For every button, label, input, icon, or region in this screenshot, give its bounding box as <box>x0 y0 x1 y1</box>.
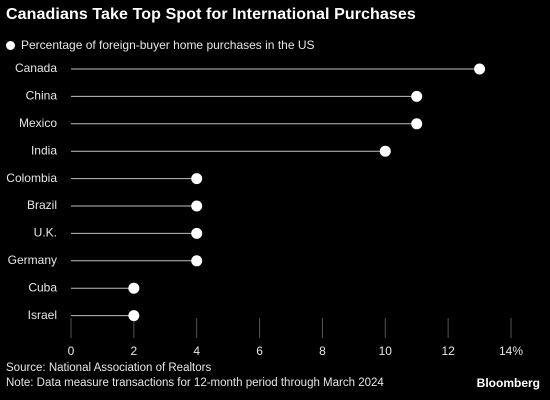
dot-8 <box>128 282 140 294</box>
x-tick-label: 8 <box>319 344 326 358</box>
category-label: India <box>31 143 57 157</box>
category-labels: Canada China Mexico India Colombia Brazil U.K.… <box>6 61 57 322</box>
stems <box>71 68 480 317</box>
x-tick-label: 12 <box>441 344 455 358</box>
source-note: Source: National Association of Realtors <box>6 362 212 374</box>
category-label: Mexico <box>19 116 57 130</box>
x-tick-label: 6 <box>256 344 263 358</box>
dot-3 <box>379 145 391 157</box>
dot-9 <box>128 310 140 322</box>
dot-4 <box>191 173 203 185</box>
grid-lines <box>70 318 512 338</box>
legend: Percentage of foreign-buyer home purchas… <box>6 37 315 53</box>
dot-2 <box>411 118 423 130</box>
dot-0 <box>474 63 486 75</box>
legend-dot-icon <box>6 40 15 50</box>
dots <box>128 63 486 322</box>
category-label: Germany <box>8 253 57 267</box>
bloomberg-logo: Bloomberg <box>476 376 540 390</box>
x-axis-ticks: 0 2 4 6 8 10 12 14% <box>68 344 524 358</box>
category-label: Brazil <box>27 198 57 212</box>
x-tick-label: 4 <box>193 344 200 358</box>
category-label: Israel <box>28 308 57 322</box>
category-label: China <box>26 89 58 103</box>
dot-1 <box>411 90 423 102</box>
x-tick-label: 2 <box>131 344 138 358</box>
x-tick-label: 14% <box>499 344 523 358</box>
dot-7 <box>191 255 203 267</box>
category-label: U.K. <box>34 226 57 240</box>
x-tick-label: 0 <box>68 344 75 358</box>
x-tick-label: 10 <box>379 344 393 358</box>
chart-title: Canadians Take Top Spot for Internationa… <box>6 6 416 23</box>
legend-label: Percentage of foreign-buyer home purchas… <box>21 38 315 52</box>
category-label: Canada <box>15 61 57 75</box>
category-label: Colombia <box>6 171 57 185</box>
dot-6 <box>191 227 203 239</box>
category-label: Cuba <box>28 280 57 294</box>
dot-5 <box>191 200 203 212</box>
footnote: Note: Data measure transactions for 12-m… <box>6 377 384 389</box>
